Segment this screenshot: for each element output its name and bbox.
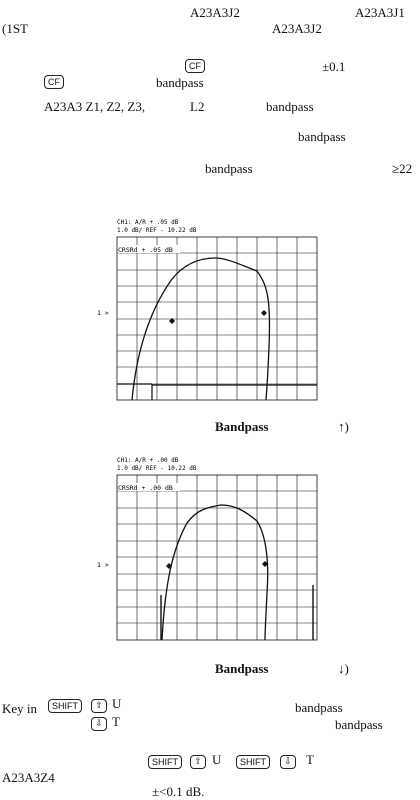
text-bandpass: bandpass — [295, 700, 343, 715]
ref-level-label: 1 > — [97, 561, 109, 569]
text-filter-list: A23A3 Z1, Z2, Z3, — [44, 99, 146, 114]
shift-key-icon: SHIFT — [236, 755, 270, 769]
plot-header: 1.0 dB/ REF - 10.22 dB — [117, 465, 197, 472]
text-bandpass: bandpass — [156, 75, 204, 90]
text-a23a3j2: A23A3J2 — [190, 5, 240, 20]
down-arrow-key-icon: ⇩ — [280, 755, 296, 769]
text-bandpass: bandpass — [205, 161, 253, 176]
figure-caption-title: Bandpass — [215, 661, 269, 676]
text-key-in: Key in — [2, 701, 38, 716]
plot-grid: CRSRd + .00 dB — [116, 474, 318, 641]
marker-point — [262, 561, 268, 567]
bandpass-plot-2: CH1: A/R + .00 dB 1.0 dB/ REF - 10.22 dB… — [97, 457, 318, 641]
plot-header: CH1: A/R + .00 dB — [117, 457, 179, 464]
up-arrow-key-icon: ⇧ — [190, 755, 206, 769]
plot-grid: CRSRd + .05 dB — [116, 236, 318, 401]
text-final-tolerance: ±<0.1 dB. — [152, 784, 205, 799]
figure-caption-symbol: ↑) — [338, 419, 349, 434]
text-bandpass: bandpass — [298, 129, 346, 144]
shift-key-icon: SHIFT — [48, 699, 82, 713]
response-trace — [161, 504, 269, 641]
cf-key-icon: CF — [44, 75, 64, 89]
superscript-u: U — [112, 696, 122, 711]
text-pm01: ±0.1 — [322, 59, 346, 74]
marker-point — [169, 318, 175, 324]
superscript-u: U — [212, 752, 222, 767]
up-arrow-key-icon: ⇧ — [91, 699, 107, 713]
figure-caption-symbol: ↓) — [338, 661, 349, 676]
text-bandpass: bandpass — [266, 99, 314, 114]
plot-header: CH1: A/R + .05 dB — [117, 219, 179, 226]
text-a23a3j1: A23A3J1 — [355, 5, 405, 20]
marker-readout: CRSRd + .00 dB — [118, 484, 173, 492]
text-1st: (1ST — [2, 21, 28, 36]
figure-caption-title: Bandpass — [215, 419, 269, 434]
marker-point — [261, 310, 267, 316]
shift-key-icon: SHIFT — [148, 755, 182, 769]
text-a23a3j2-second: A23A3J2 — [272, 21, 322, 36]
text-ge22: ≥22 — [392, 161, 413, 176]
ref-level-label: 1 > — [97, 309, 109, 317]
cf-key-icon: CF — [185, 59, 205, 73]
superscript-t: T — [306, 752, 314, 767]
text-a23a3z4: A23A3Z4 — [2, 770, 55, 785]
response-trace — [131, 257, 271, 401]
plot-header: 1.0 dB/ REF - 10.22 dB — [117, 227, 197, 234]
down-arrow-key-icon: ⇩ — [91, 717, 107, 731]
bandpass-plot-1: CH1: A/R + .05 dB 1.0 dB/ REF - 10.22 dB… — [97, 219, 318, 401]
text-bandpass: bandpass — [335, 717, 383, 732]
superscript-t: T — [112, 714, 120, 729]
text-l2: L2 — [190, 99, 205, 114]
marker-readout: CRSRd + .05 dB — [118, 246, 173, 254]
marker-point — [166, 563, 172, 569]
